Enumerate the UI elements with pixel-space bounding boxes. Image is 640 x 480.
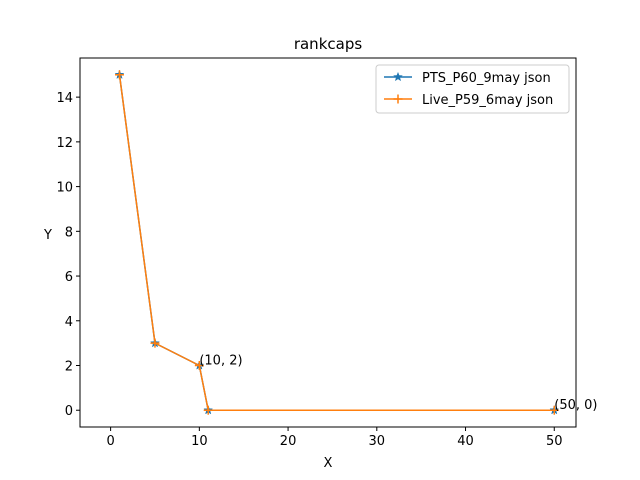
y-tick-label: 4 [65,315,73,330]
legend-label: Live_P59_6may json [422,93,553,108]
legend-marker [393,94,403,104]
plot-area: (10, 2)(50, 0) [114,69,597,415]
series-line-1 [118,74,555,411]
x-tick-label: 10 [191,434,208,449]
y-tick-label: 8 [65,225,73,240]
data-point [203,405,213,415]
y-axis-label: Y [43,228,52,243]
data-point [150,338,160,348]
data-point [114,70,124,80]
legend-marker [393,71,403,82]
legend: PTS_P60_9may json Live_P59_6may json [375,64,570,114]
y-tick-label: 10 [56,181,73,196]
y-tick-label: 6 [65,270,73,285]
point-annotation: (10, 2) [199,354,242,369]
data-point [194,361,204,370]
x-tick-label: 40 [457,434,474,449]
series-line-2 [118,74,555,411]
data-point [549,405,559,415]
x-tick-label: 0 [106,434,114,449]
x-tick-label: 30 [369,434,386,449]
legend-label: PTS_P60_9may json [422,71,551,86]
axis-ticks: 0 10 20 30 40 50 0 2 4 6 8 10 12 14 [56,91,562,449]
legend-box [375,64,570,114]
y-tick-label: 2 [65,360,73,375]
y-tick-label: 12 [56,136,73,151]
y-tick-label: 14 [56,91,73,106]
axes-frame [79,57,577,428]
x-tick-label: 50 [546,434,563,449]
chart-title: rankcaps [294,35,363,53]
x-tick-label: 20 [280,434,297,449]
x-axis-label: X [324,456,333,471]
y-tick-label: 0 [65,404,73,419]
